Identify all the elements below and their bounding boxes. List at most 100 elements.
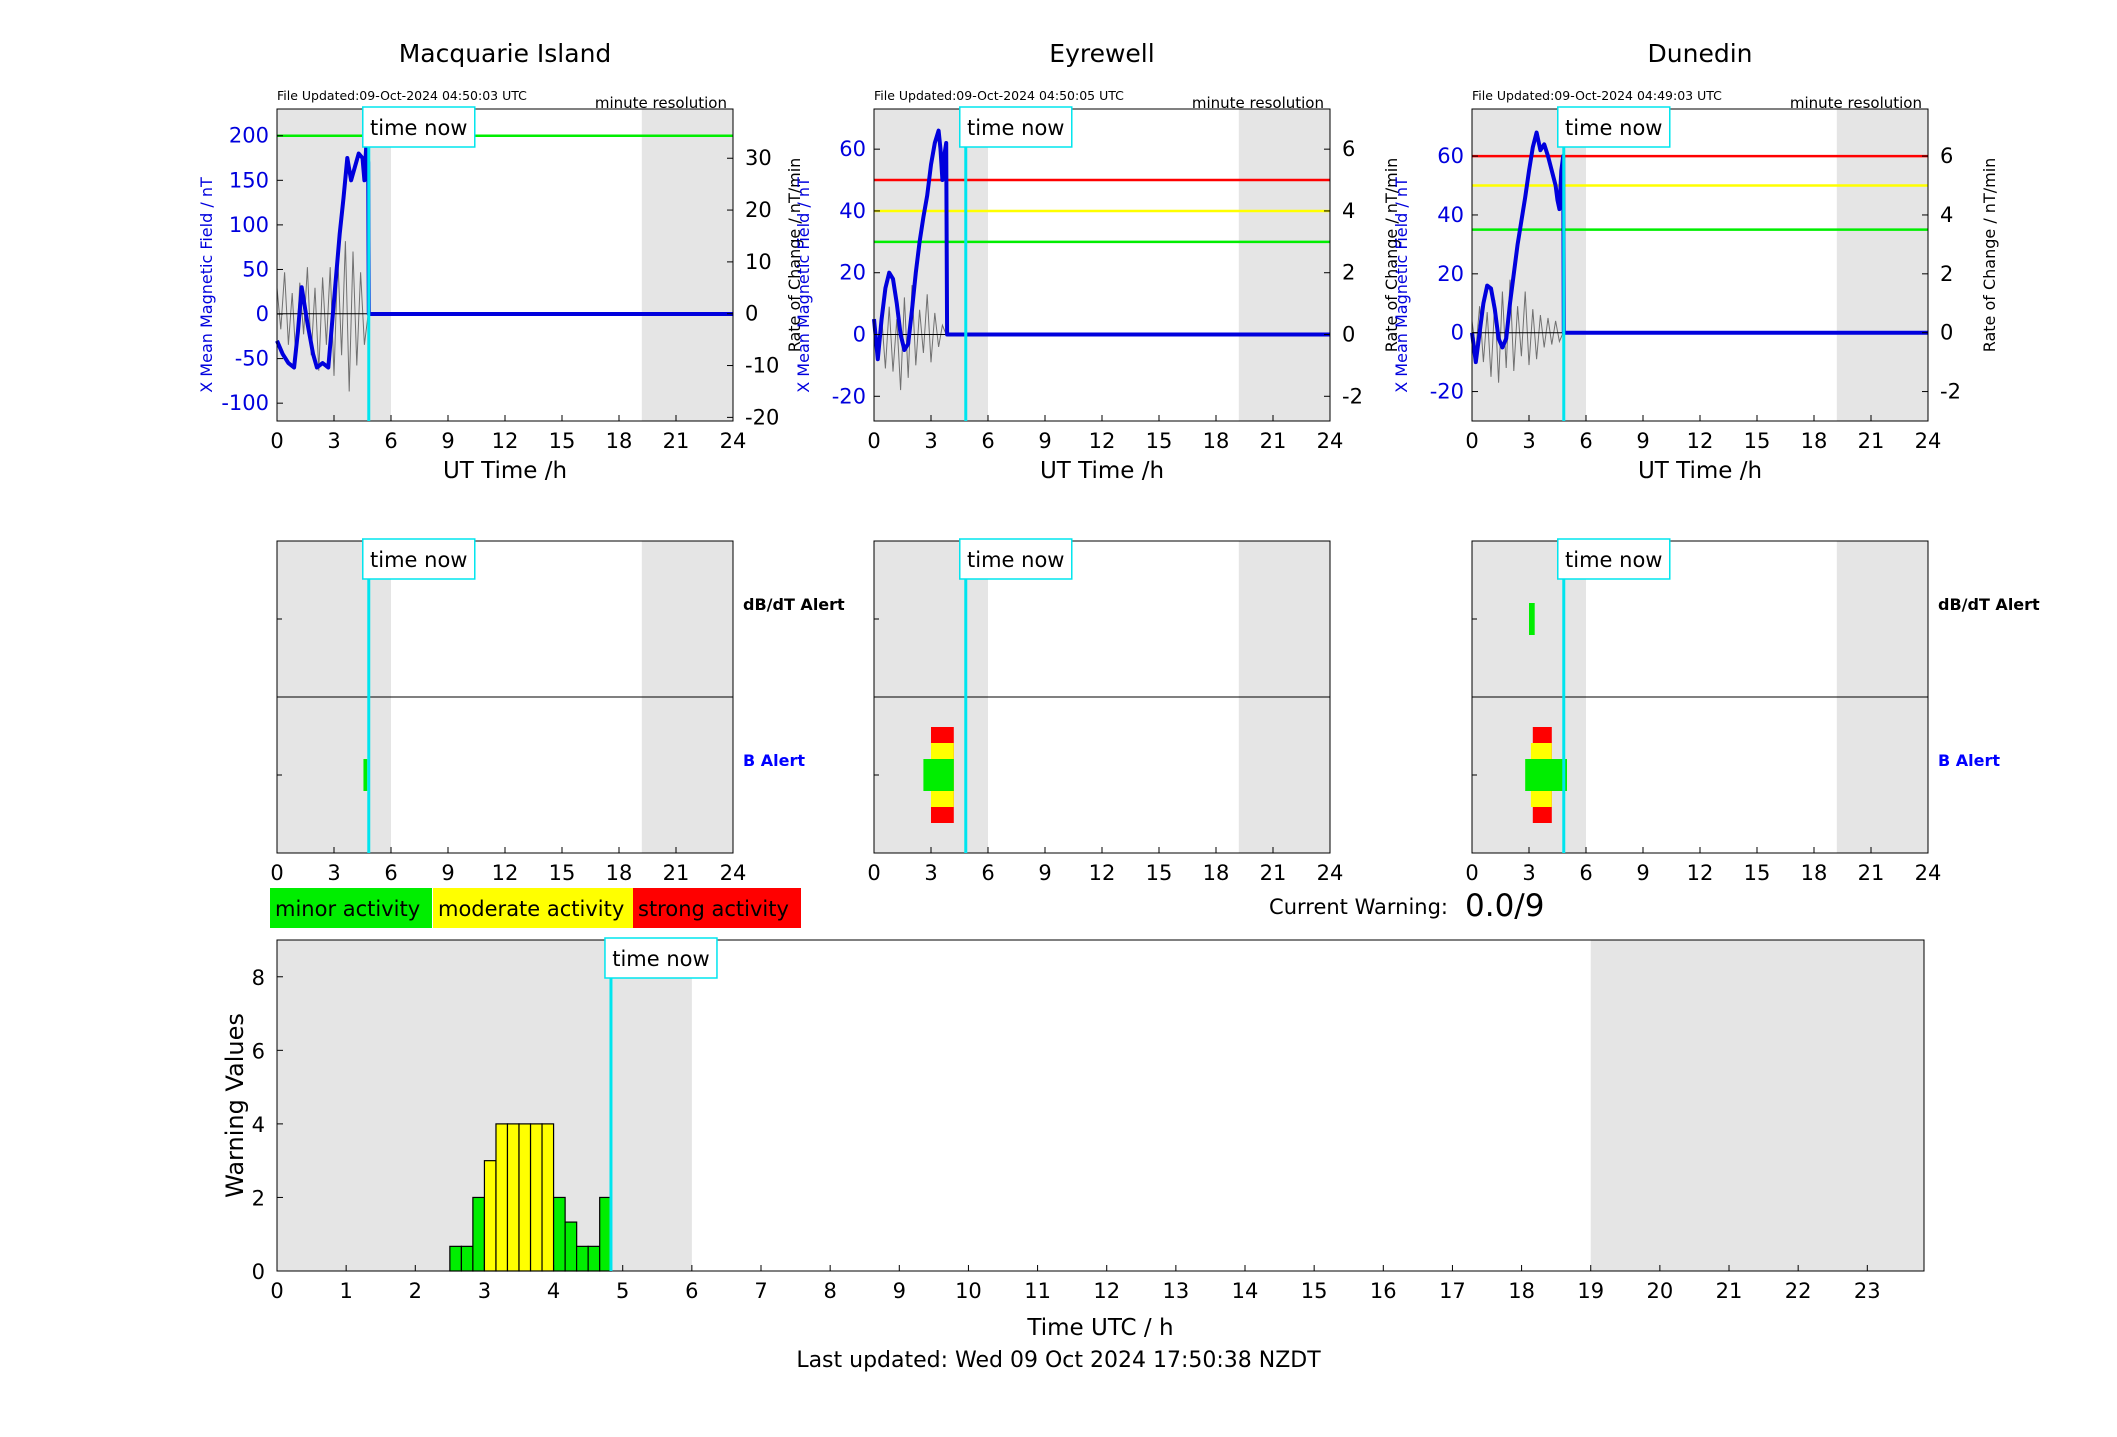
x-tick-label: 3 (327, 429, 340, 453)
resolution-text: minute resolution (1790, 94, 1922, 112)
y-tick-label: 0 (256, 302, 269, 326)
file-updated-text: File Updated:09-Oct-2024 04:49:03 UTC (1472, 88, 1722, 103)
x-tick-label: 12 (492, 861, 519, 885)
time-now-label: time now (370, 548, 467, 572)
y-tick-label: 200 (229, 124, 269, 148)
station-panel-2: Eyrewell File Updated:09-Oct-2024 04:50:0… (794, 39, 1401, 484)
time-now-box (959, 106, 1073, 148)
legend-label-moderate: moderate activity (438, 897, 624, 921)
y-right-tick-label: 6 (1940, 144, 1953, 168)
x-tick-label: 24 (1317, 861, 1344, 885)
file-updated-text: File Updated:09-Oct-2024 04:50:05 UTC (874, 88, 1124, 103)
x-tick-label: 0 (270, 429, 283, 453)
resolution-text: minute resolution (595, 94, 727, 112)
x-tick-label: 16 (1370, 1279, 1397, 1303)
x-tick-label: 9 (1038, 861, 1051, 885)
legend-label-strong: strong activity (638, 897, 789, 921)
y-right-tick-label: 2 (1342, 261, 1355, 285)
x-tick-label: 9 (441, 429, 454, 453)
y-axis-label: X Mean Magnetic Field / nT (197, 177, 216, 393)
b-alert-label: B Alert (1938, 751, 2000, 770)
time-now-box (604, 937, 718, 979)
y-axis-label: Warning Values (221, 1013, 249, 1198)
y-right-tick-label: 4 (1940, 203, 1953, 227)
x-tick-label: 0 (1465, 429, 1478, 453)
x-tick-label: 12 (1687, 861, 1714, 885)
dbdt-alert-label: dB/dT Alert (743, 595, 845, 614)
x-tick-label: 24 (1915, 861, 1942, 885)
y-right-axis-label: Rate of Change / nT/min (1382, 158, 1401, 353)
y-right-tick-label: -20 (745, 405, 779, 429)
y-tick-label: 20 (839, 261, 866, 285)
current-warning-value: 0.0/9 (1465, 888, 1544, 924)
x-tick-label: 24 (1915, 429, 1942, 453)
y-tick-label: 4 (252, 1113, 265, 1137)
x-tick-label: 15 (1744, 429, 1771, 453)
x-tick-label: 18 (1801, 429, 1828, 453)
alert-panel-3: 0 3 6 9 12 15 18 21 24 dB/dT Alert B Alert time now (1465, 538, 2040, 885)
warning-bar (449, 1245, 463, 1272)
time-now-label: time now (1565, 116, 1662, 140)
x-tick-label: 20 (1647, 1279, 1674, 1303)
x-tick-label: 24 (720, 429, 747, 453)
b-alert-bar-minor (363, 759, 368, 791)
warning-bar (472, 1196, 486, 1272)
y-right-tick-label: -2 (1940, 380, 1961, 404)
x-tick-label: 9 (893, 1279, 906, 1303)
legend-swatch-moderate (433, 888, 633, 928)
x-tick-label: 18 (1203, 861, 1230, 885)
legend-label-minor: minor activity (275, 897, 420, 921)
time-now-label: time now (967, 116, 1064, 140)
y-right-tick-label: 4 (1342, 199, 1355, 223)
y-tick-label: 100 (229, 213, 269, 237)
x-tick-label: 15 (1301, 1279, 1328, 1303)
x-tick-label: 0 (270, 1279, 283, 1303)
x-tick-label: 5 (616, 1279, 629, 1303)
x-tick-label: 21 (1716, 1279, 1743, 1303)
alert-panel-1: 0 3 6 9 12 15 18 21 24 dB/dT Alert B Alert time now (270, 538, 845, 885)
time-now-label: time now (967, 548, 1064, 572)
x-tick-label: 18 (606, 861, 633, 885)
y-tick-label: -50 (235, 347, 269, 371)
x-tick-label: 0 (867, 861, 880, 885)
last-updated-text: Last updated: Wed 09 Oct 2024 17:50:38 N… (796, 1348, 1321, 1373)
y-tick-label: 60 (1437, 144, 1464, 168)
x-tick-label: 15 (549, 429, 576, 453)
warning-values-chart: 0 1 2 3 4 5 6 7 8 9 10 11 12 13 14 15 16 17 18 19 20 21 22 2302… (221, 937, 1925, 1341)
x-axis-label: UT Time /h (1040, 458, 1164, 484)
x-axis-label: UT Time /h (443, 458, 567, 484)
x-tick-label: 10 (955, 1279, 982, 1303)
b-alert-bar-minor (1525, 759, 1567, 791)
dbdt-alert-bar-minor (1529, 603, 1535, 635)
x-tick-label: 3 (478, 1279, 491, 1303)
x-tick-label: 21 (663, 429, 690, 453)
y-right-axis-label: Rate of Change / nT/min (785, 158, 804, 353)
x-tick-label: 9 (1636, 861, 1649, 885)
x-tick-label: 1 (339, 1279, 352, 1303)
x-tick-label: 0 (1465, 861, 1478, 885)
x-axis-label: Time UTC / h (1026, 1315, 1173, 1341)
legend-swatch-strong (633, 888, 801, 928)
y-tick-label: 20 (1437, 262, 1464, 286)
shaded-interval (1590, 940, 1924, 1271)
x-tick-label: 18 (1203, 429, 1230, 453)
y-right-tick-label: 0 (1342, 323, 1355, 347)
x-tick-label: 13 (1162, 1279, 1189, 1303)
y-right-tick-label: 20 (745, 198, 772, 222)
time-now-box (1557, 106, 1671, 148)
y-axis-label: X Mean Magnetic Field / nT (1392, 177, 1411, 393)
y-tick-label: 40 (839, 199, 866, 223)
warning-bar (552, 1196, 566, 1272)
x-tick-label: 15 (549, 861, 576, 885)
x-tick-label: 12 (1089, 861, 1116, 885)
x-tick-label: 18 (1508, 1279, 1535, 1303)
y-tick-label: -100 (221, 391, 269, 415)
x-tick-label: 3 (1522, 861, 1535, 885)
warning-bar (495, 1123, 509, 1272)
x-tick-label: 6 (384, 429, 397, 453)
x-tick-label: 12 (1089, 429, 1116, 453)
x-tick-label: 12 (492, 429, 519, 453)
x-axis-label: UT Time /h (1638, 458, 1762, 484)
x-tick-label: 9 (1636, 429, 1649, 453)
x-tick-label: 24 (720, 861, 747, 885)
